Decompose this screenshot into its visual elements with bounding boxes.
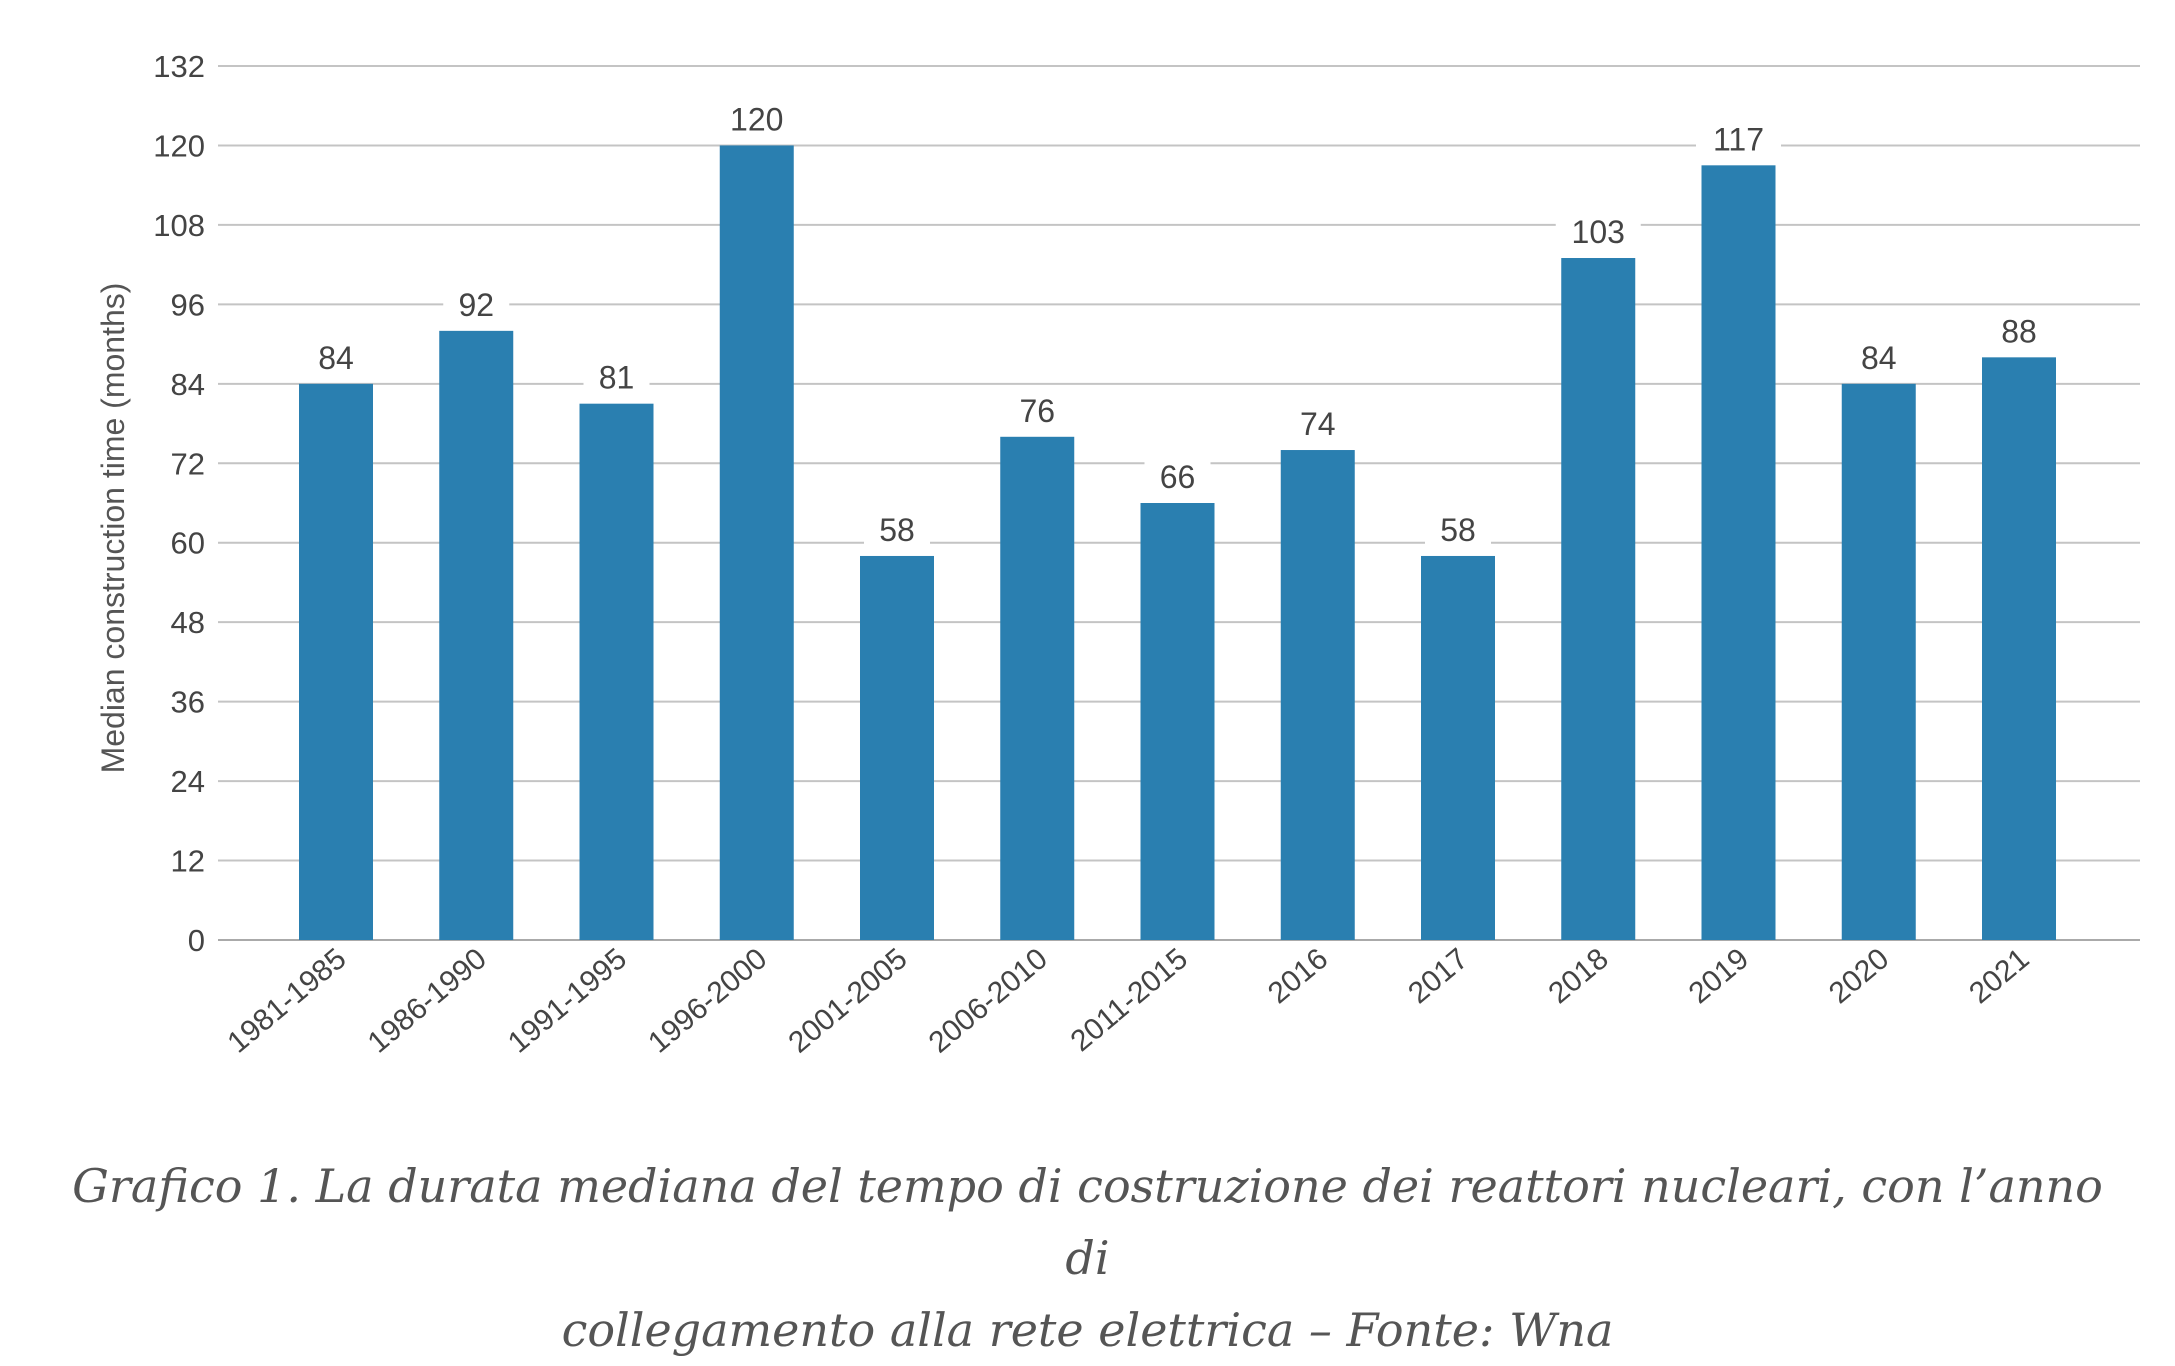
data-labels: 84 92 81 120 58 76 66 74 58 103 117 84 88 xyxy=(303,97,2052,548)
bar xyxy=(1561,258,1636,940)
bar xyxy=(1701,165,1776,940)
data-label: 76 xyxy=(1019,393,1055,429)
data-label: 103 xyxy=(1572,214,1625,250)
bar xyxy=(719,145,794,941)
x-tick-label: 2016 xyxy=(1262,942,1334,1010)
x-tick-label: 2006-2010 xyxy=(923,942,1054,1059)
data-label-background xyxy=(443,282,510,323)
x-tick-label: 2020 xyxy=(1823,942,1895,1010)
x-tick-label: 2019 xyxy=(1683,942,1755,1010)
data-label-background xyxy=(864,507,930,548)
x-tick-label: 1981-1985 xyxy=(221,942,352,1059)
y-tick-label: 24 xyxy=(171,764,205,799)
data-label-background xyxy=(714,97,800,138)
data-label-background xyxy=(1284,402,1351,443)
y-tick-label: 108 xyxy=(153,208,205,243)
bar xyxy=(860,555,934,940)
x-tick-label: 1986-1990 xyxy=(362,942,493,1059)
data-label-background xyxy=(1845,335,1912,376)
x-tick-label: 2017 xyxy=(1402,942,1474,1010)
data-label-background xyxy=(583,355,650,396)
bar xyxy=(1841,383,1916,940)
bar xyxy=(439,330,514,940)
y-tick-label: 132 xyxy=(153,49,205,84)
y-tick-label: 120 xyxy=(153,128,205,163)
bar xyxy=(299,383,373,940)
data-label: 84 xyxy=(318,340,354,376)
data-label: 92 xyxy=(458,287,494,323)
x-tick-label: 2001-2005 xyxy=(782,942,913,1059)
y-tick-label: 36 xyxy=(171,685,205,720)
y-axis-ticks: 0 12 24 36 48 60 72 84 96 108 120 132 xyxy=(153,49,205,958)
data-label: 120 xyxy=(730,101,783,137)
bar xyxy=(1280,450,1355,940)
y-tick-label: 12 xyxy=(171,844,205,879)
y-tick-label: 72 xyxy=(171,446,205,481)
caption-line-2: collegamento alla rete elettrica – Fonte… xyxy=(561,1303,1614,1357)
figure-caption: Grafico 1. La durata mediana del tempo d… xyxy=(60,1150,2115,1366)
data-label-background xyxy=(1555,210,1641,251)
data-label-background xyxy=(1986,309,2052,350)
data-label: 58 xyxy=(879,512,915,548)
data-label: 58 xyxy=(1440,512,1476,548)
bar-chart: 0 12 24 36 48 60 72 84 96 108 120 132 84 92 81 120 58 76… xyxy=(95,49,2140,1060)
data-label-background xyxy=(1144,455,1211,495)
data-label-background xyxy=(1696,117,1781,158)
bar xyxy=(1140,503,1215,940)
x-tick-label: 1991-1995 xyxy=(502,942,633,1059)
y-tick-label: 48 xyxy=(171,605,205,640)
data-label: 66 xyxy=(1160,459,1196,495)
caption-line-1: Grafico 1. La durata mediana del tempo d… xyxy=(72,1159,2103,1285)
y-tick-label: 60 xyxy=(171,526,205,561)
y-tick-label: 84 xyxy=(171,367,205,402)
data-label: 81 xyxy=(599,360,635,396)
x-tick-label: 2011-2015 xyxy=(1065,942,1194,1058)
bar xyxy=(1000,436,1075,940)
data-label: 74 xyxy=(1300,406,1336,442)
y-tick-label: 96 xyxy=(171,287,205,322)
x-axis-ticks: 1981-1985 1986-1990 1991-1995 1996-2000 2001… xyxy=(221,942,2035,1059)
x-tick-label: 2018 xyxy=(1542,942,1614,1010)
bar xyxy=(1982,357,2056,940)
bars xyxy=(299,145,2056,941)
y-tick-label: 0 xyxy=(188,923,205,958)
data-label: 88 xyxy=(2001,313,2037,349)
data-label: 84 xyxy=(1861,340,1897,376)
x-tick-label: 1996-2000 xyxy=(642,942,773,1059)
bar xyxy=(1421,555,1495,940)
data-label-background xyxy=(1425,507,1491,548)
data-label: 117 xyxy=(1713,121,1764,157)
x-tick-label: 2021 xyxy=(1963,942,2035,1010)
data-label-background xyxy=(1004,388,1071,429)
data-label-background xyxy=(303,335,369,376)
bar xyxy=(579,403,654,940)
y-axis-label: Median construction time (months) xyxy=(95,283,131,774)
